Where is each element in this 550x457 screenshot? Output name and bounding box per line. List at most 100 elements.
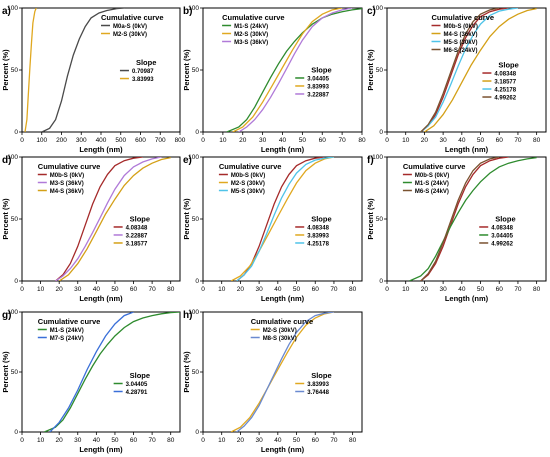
legend-entry: M2-S (30kV) [263, 328, 297, 334]
y-tick-label: 100 [188, 5, 199, 12]
y-tick-label: 100 [372, 154, 383, 161]
x-tick-label: 700 [155, 137, 166, 144]
y-axis-label: Percent (%) [366, 198, 375, 240]
legend-entry: M6-S (24kV) [415, 189, 449, 195]
x-tick-label: 800 [175, 137, 186, 144]
slope-value: 4.25178 [307, 241, 329, 247]
slope-value: 4.28791 [126, 390, 148, 396]
slope-value: 3.83993 [307, 382, 329, 388]
y-tick-label: 100 [7, 154, 18, 161]
legend-entry: M1-S (24kV) [234, 24, 268, 30]
legend-entry: M3-S (36kV) [50, 181, 84, 187]
x-tick-label: 30 [440, 286, 448, 293]
x-tick-label: 10 [218, 286, 226, 293]
slope-value: 3.04405 [307, 76, 329, 82]
series-line [55, 157, 143, 281]
y-tick-label: 0 [195, 429, 199, 436]
y-axis-label: Percent (%) [1, 49, 10, 91]
series-line [236, 157, 334, 281]
x-tick-label: 70 [149, 286, 157, 293]
series-line [230, 157, 335, 281]
x-tick-label: 80 [349, 286, 357, 293]
y-tick-label: 50 [11, 67, 19, 74]
x-tick-label: 60 [312, 286, 320, 293]
panel-b: b) 0 10 20 30 40 50 60 70 80 0 50 100 Length (nm) Perc… [182, 5, 366, 154]
legend-title: Cumulative curve [251, 317, 314, 326]
slope-title: Slope [130, 214, 150, 223]
plot-frame [21, 156, 181, 282]
slope-value: 4.08348 [307, 225, 329, 231]
panel-h: h) 0 10 20 30 40 50 60 70 80 0 50 100 Length (nm) Perc… [182, 309, 363, 454]
x-tick-label: 50 [111, 437, 119, 444]
legend-title: Cumulative curve [403, 162, 466, 171]
x-tick-label: 20 [421, 137, 429, 144]
x-tick-label: 30 [74, 286, 82, 293]
series-line [41, 8, 125, 132]
legend-entry: M0b-S (0kV) [415, 173, 449, 179]
legend-entry: M2-S (30kV) [113, 32, 147, 38]
panel-label: g) [2, 310, 11, 321]
panel-label: f) [367, 155, 374, 166]
y-tick-label: 0 [195, 129, 199, 136]
slope-title: Slope [495, 214, 515, 223]
legend-entry: M8-S (30kV) [263, 336, 297, 342]
x-tick-label: 300 [76, 137, 87, 144]
y-tick-label: 50 [192, 369, 200, 376]
x-tick-label: 20 [239, 137, 247, 144]
panel-label: h) [183, 310, 192, 321]
series-line [230, 312, 335, 432]
panel-label: b) [183, 6, 192, 17]
y-tick-label: 50 [11, 216, 19, 223]
x-tick-label: 60 [496, 286, 504, 293]
series-line [238, 8, 353, 132]
y-axis-label: Percent (%) [1, 198, 10, 240]
x-axis-label: Length (nm) [445, 145, 489, 154]
legend-entry: M5-S (30kV) [444, 40, 478, 46]
panel-c: c) 0 10 20 30 40 50 60 70 80 0 50 100 Length (nm) Perc… [366, 5, 547, 154]
slope-value: 4.08348 [491, 225, 513, 231]
legend-title: Cumulative curve [432, 13, 495, 22]
x-tick-label: 100 [36, 137, 47, 144]
slope-value: 4.99262 [494, 96, 516, 102]
panel-label: e) [183, 155, 192, 166]
y-tick-label: 100 [188, 154, 199, 161]
x-axis-label: Length (nm) [79, 445, 123, 454]
plot-frame [202, 7, 363, 133]
x-tick-label: 0 [201, 437, 205, 444]
y-axis-label: Percent (%) [182, 49, 191, 91]
panel-e: e) 0 10 20 30 40 50 60 70 80 0 50 100 Length (nm) Perc… [182, 154, 363, 303]
slope-value: 4.25178 [494, 88, 516, 94]
x-axis-label: Length (nm) [79, 145, 123, 154]
series-line [49, 312, 134, 432]
x-tick-label: 0 [385, 286, 389, 293]
x-tick-label: 80 [358, 137, 366, 144]
panel-d: d) 0 10 20 30 40 50 60 70 80 0 50 100 Length (nm) Perc… [1, 154, 181, 303]
legend-entry: M0b-S (0kV) [50, 173, 84, 179]
slope-value: 3.04405 [126, 382, 148, 388]
series-line [226, 8, 362, 132]
slope-value: 4.08348 [126, 225, 148, 231]
x-tick-label: 60 [130, 286, 138, 293]
x-axis-label: Length (nm) [261, 445, 305, 454]
x-tick-label: 30 [74, 437, 82, 444]
y-axis-label: Percent (%) [182, 198, 191, 240]
slope-value: 4.08348 [494, 72, 516, 78]
plot-frame [202, 156, 363, 282]
slope-title: Slope [136, 58, 156, 67]
panel-f: f) 0 10 20 30 40 50 60 70 80 0 50 100 Length (nm) Perc… [366, 154, 547, 303]
y-tick-label: 0 [14, 429, 18, 436]
slope-value: 0.70987 [132, 69, 154, 75]
x-tick-label: 500 [115, 137, 126, 144]
legend-title: Cumulative curve [38, 317, 101, 326]
slope-value: 3.83993 [132, 77, 154, 83]
series-line [24, 8, 37, 132]
series-line [420, 8, 509, 132]
y-axis-label: Percent (%) [366, 49, 375, 91]
y-axis-label: Percent (%) [182, 351, 191, 393]
x-tick-label: 600 [135, 137, 146, 144]
legend-title: Cumulative curve [38, 162, 101, 171]
x-tick-label: 400 [96, 137, 107, 144]
legend-entry: M0a-S (0kV) [113, 24, 147, 30]
y-tick-label: 100 [7, 5, 18, 12]
y-tick-label: 50 [11, 369, 19, 376]
